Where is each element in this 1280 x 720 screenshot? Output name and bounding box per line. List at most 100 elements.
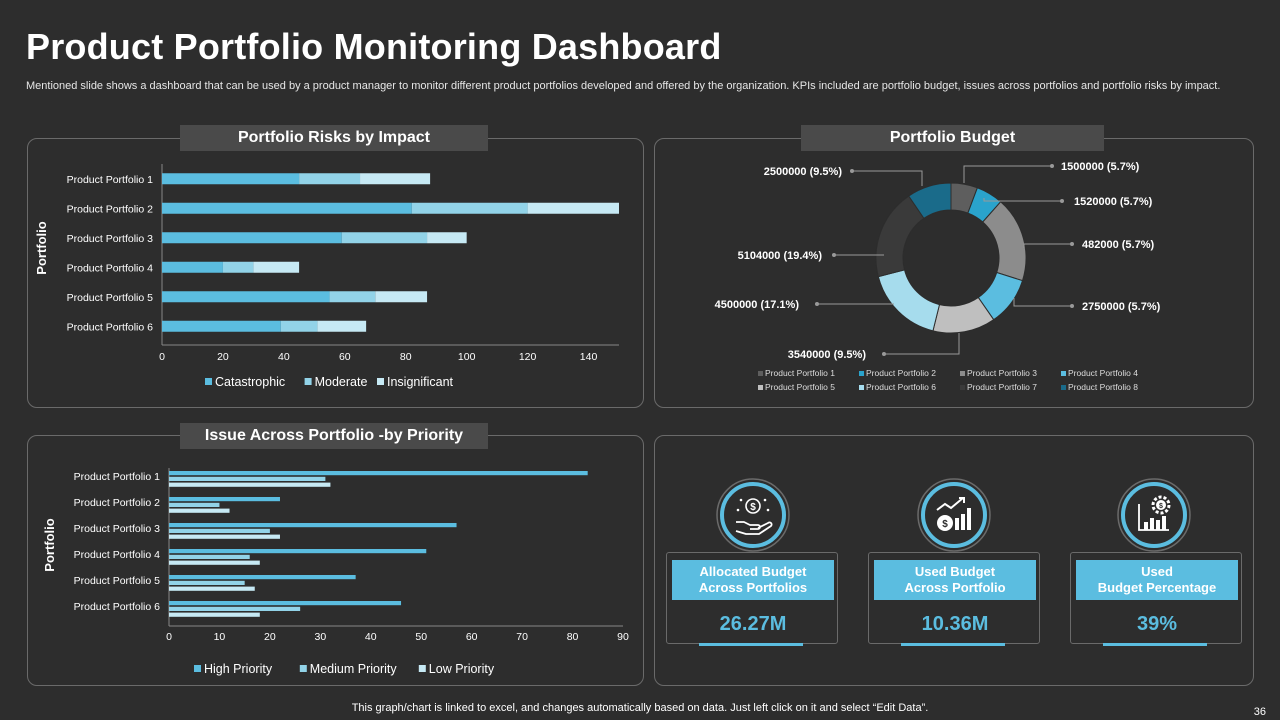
legend-swatch — [859, 371, 864, 376]
slice-label: 1500000 (5.7%) — [1061, 161, 1140, 173]
kpi-value: 10.36M — [921, 613, 989, 635]
leader-dot — [1050, 164, 1054, 168]
bar-low-priority — [169, 534, 280, 539]
bar-high-priority — [169, 549, 427, 554]
x-tick-label: 120 — [519, 351, 537, 363]
leader-line — [884, 333, 960, 355]
category-label: Product Portfolio 4 — [67, 262, 154, 274]
legend-label: Product Portfolio 5 — [765, 382, 835, 392]
x-tick-label: 0 — [166, 631, 172, 643]
x-tick-label: 10 — [214, 631, 226, 643]
bar-moderate — [299, 173, 361, 185]
legend-label: Insignificant — [387, 375, 454, 389]
page-description: Mentioned slide shows a dashboard that c… — [26, 80, 1221, 92]
bar-low-priority — [169, 612, 260, 617]
bar-catastrophic — [162, 320, 281, 332]
bar-catastrophic — [162, 232, 342, 244]
donut-slice — [877, 269, 941, 332]
budget-chart: 1500000 (5.7%) 1520000 (5.7%) 482000 (5.7%… — [715, 161, 1161, 392]
legend-label: Product Portfolio 3 — [967, 368, 1037, 378]
bar-moderate — [280, 320, 318, 332]
x-tick-label: 40 — [365, 631, 377, 643]
issues-chart: Product Portfolio 1 Product Portfolio 2 Pr… — [42, 468, 629, 676]
category-label: Product Portfolio 6 — [74, 601, 161, 613]
bar-high-priority — [169, 497, 280, 502]
bar-moderate — [329, 291, 376, 303]
category-label: Product Portfolio 1 — [74, 471, 161, 483]
leader-line — [852, 170, 923, 186]
bar-insignificant — [360, 173, 431, 185]
category-label: Product Portfolio 6 — [67, 321, 154, 333]
bar-medium-priority — [169, 554, 250, 559]
leader-dot — [1070, 242, 1074, 246]
bar-medium-priority — [169, 528, 270, 533]
category-label: Product Portfolio 1 — [67, 174, 154, 186]
svg-text:$: $ — [750, 502, 756, 513]
kpi-box-used: Used Budget Across Portfolio 10.36M — [868, 552, 1040, 646]
legend-label: Product Portfolio 8 — [1068, 382, 1138, 392]
money-hand-icon: $ — [716, 478, 790, 552]
legend-swatch — [418, 665, 426, 672]
legend-swatch — [1061, 385, 1066, 390]
bar-medium-priority — [169, 580, 245, 585]
legend-label: Product Portfolio 6 — [866, 382, 936, 392]
bar-low-priority — [169, 586, 255, 591]
slice-label: 5104000 (19.4%) — [738, 250, 823, 262]
x-tick-label: 30 — [314, 631, 326, 643]
slice-label: 1520000 (5.7%) — [1074, 196, 1153, 208]
kpi-box-percentage: Used Budget Percentage 39% — [1070, 552, 1242, 646]
category-label: Product Portfolio 3 — [67, 233, 154, 245]
leader-dot — [1060, 199, 1064, 203]
kpi-label: Allocated Budget Across Portfolios — [672, 560, 834, 600]
kpi-underline — [699, 643, 803, 646]
x-tick-label: 40 — [278, 351, 290, 363]
bar-moderate — [411, 202, 528, 214]
page-number: 36 — [1253, 706, 1266, 718]
legend-label: Low Priority — [429, 662, 495, 676]
legend-label: Moderate — [315, 375, 368, 389]
leader-dot — [815, 302, 819, 306]
category-label: Product Portfolio 2 — [67, 203, 154, 215]
bar-low-priority — [169, 482, 331, 487]
legend-swatch — [377, 378, 384, 385]
donut-slice — [908, 182, 952, 220]
bar-medium-priority — [169, 606, 301, 611]
legend-swatch — [960, 371, 965, 376]
leader-line — [963, 165, 1052, 183]
bar-insignificant — [253, 261, 300, 273]
category-label: Product Portfolio 5 — [67, 292, 154, 304]
bar-high-priority — [169, 575, 356, 580]
bar-high-priority — [169, 471, 588, 476]
risks-panel-title: Portfolio Risks by Impact — [180, 125, 488, 151]
leader-dot — [832, 253, 836, 257]
legend-swatch — [859, 385, 864, 390]
x-tick-label: 20 — [217, 351, 229, 363]
money-growth-chart-icon: $ — [917, 478, 991, 552]
legend-swatch — [205, 378, 212, 385]
legend-label: High Priority — [204, 662, 273, 676]
x-tick-label: 20 — [264, 631, 276, 643]
budget-panel-title: Portfolio Budget — [801, 125, 1104, 151]
y-axis-title: Portfolio — [34, 221, 49, 274]
bar-medium-priority — [169, 502, 220, 507]
bar-catastrophic — [162, 261, 223, 273]
kpi-underline — [1103, 643, 1207, 646]
category-label: Product Portfolio 3 — [74, 523, 161, 535]
x-tick-label: 140 — [580, 351, 598, 363]
category-label: Product Portfolio 4 — [74, 549, 161, 561]
legend-label: Product Portfolio 7 — [967, 382, 1037, 392]
x-tick-label: 0 — [159, 351, 165, 363]
kpi-panel — [654, 435, 1254, 686]
kpi-label: Used Budget Across Portfolio — [874, 560, 1036, 600]
category-label: Product Portfolio 5 — [74, 575, 161, 587]
legend-swatch — [194, 665, 201, 672]
kpi-value: 26.27M — [719, 613, 787, 635]
svg-text:$: $ — [942, 519, 948, 530]
bar-insignificant — [375, 291, 428, 303]
bar-high-priority — [169, 601, 402, 606]
bar-insignificant — [427, 232, 467, 244]
footer-note: This graph/chart is linked to excel, and… — [351, 702, 929, 714]
legend-label: Catastrophic — [215, 375, 285, 389]
legend-swatch — [960, 385, 965, 390]
kpi-underline — [901, 643, 1005, 646]
